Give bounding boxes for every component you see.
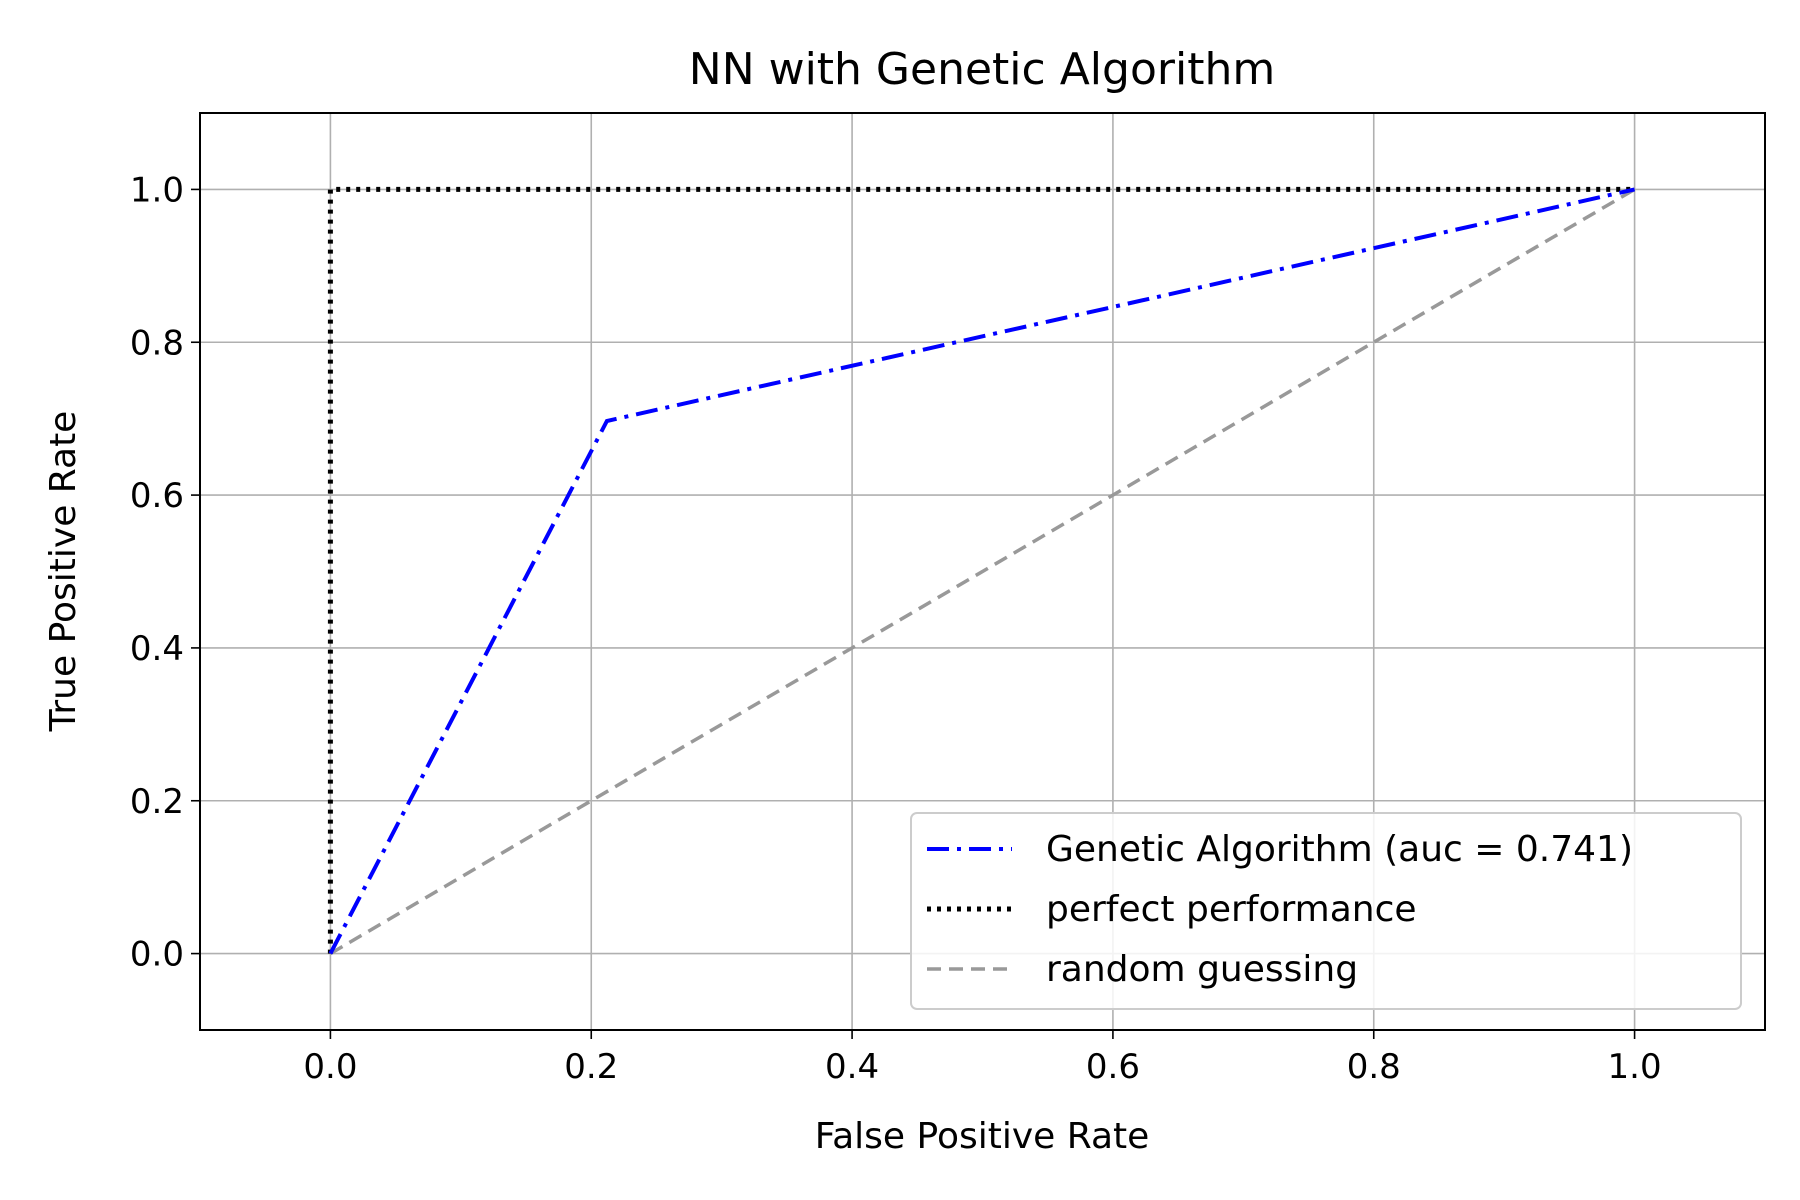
legend-label-2: random guessing (1046, 949, 1358, 990)
plot-frame (199, 112, 1766, 1031)
x-tick-label: 1.0 (1608, 1047, 1662, 1087)
series-line-0 (328, 187, 1636, 955)
chart-title: NN with Genetic Algorithm (689, 44, 1275, 95)
series-line-1 (327, 186, 1635, 954)
x-tick-label: 0.0 (303, 1047, 357, 1087)
y-tick-label: 0.4 (130, 629, 184, 669)
legend: Genetic Algorithm (auc = 0.741) perfect p… (910, 812, 1742, 1010)
y-tick-label: 1.0 (130, 170, 184, 210)
x-axis-label: False Positive Rate (815, 1116, 1150, 1157)
y-tick-label: 0.6 (130, 476, 184, 516)
y-axis-label: True Positive Rate (43, 411, 84, 733)
x-tick-label: 0.4 (825, 1047, 879, 1087)
x-axis: 0.0 0.2 0.4 0.6 0.8 1.0 (303, 1030, 1662, 1087)
y-tick-label: 0.8 (130, 323, 184, 363)
grid (200, 113, 1765, 1030)
y-tick-label: 0.2 (130, 782, 184, 822)
x-tick-label: 0.8 (1347, 1047, 1401, 1087)
y-axis: 0.0 0.2 0.4 0.6 0.8 1.0 (130, 170, 200, 975)
x-tick-label: 0.6 (1086, 1047, 1140, 1087)
legend-label-0: Genetic Algorithm (auc = 0.741) (1046, 829, 1633, 870)
y-tick-label: 0.0 (130, 935, 184, 975)
series-line-2 (329, 187, 1636, 956)
series-lines (327, 186, 1636, 956)
legend-label-1: perfect performance (1046, 889, 1417, 930)
x-tick-label: 0.2 (564, 1047, 618, 1087)
legend-box (910, 812, 1742, 1010)
